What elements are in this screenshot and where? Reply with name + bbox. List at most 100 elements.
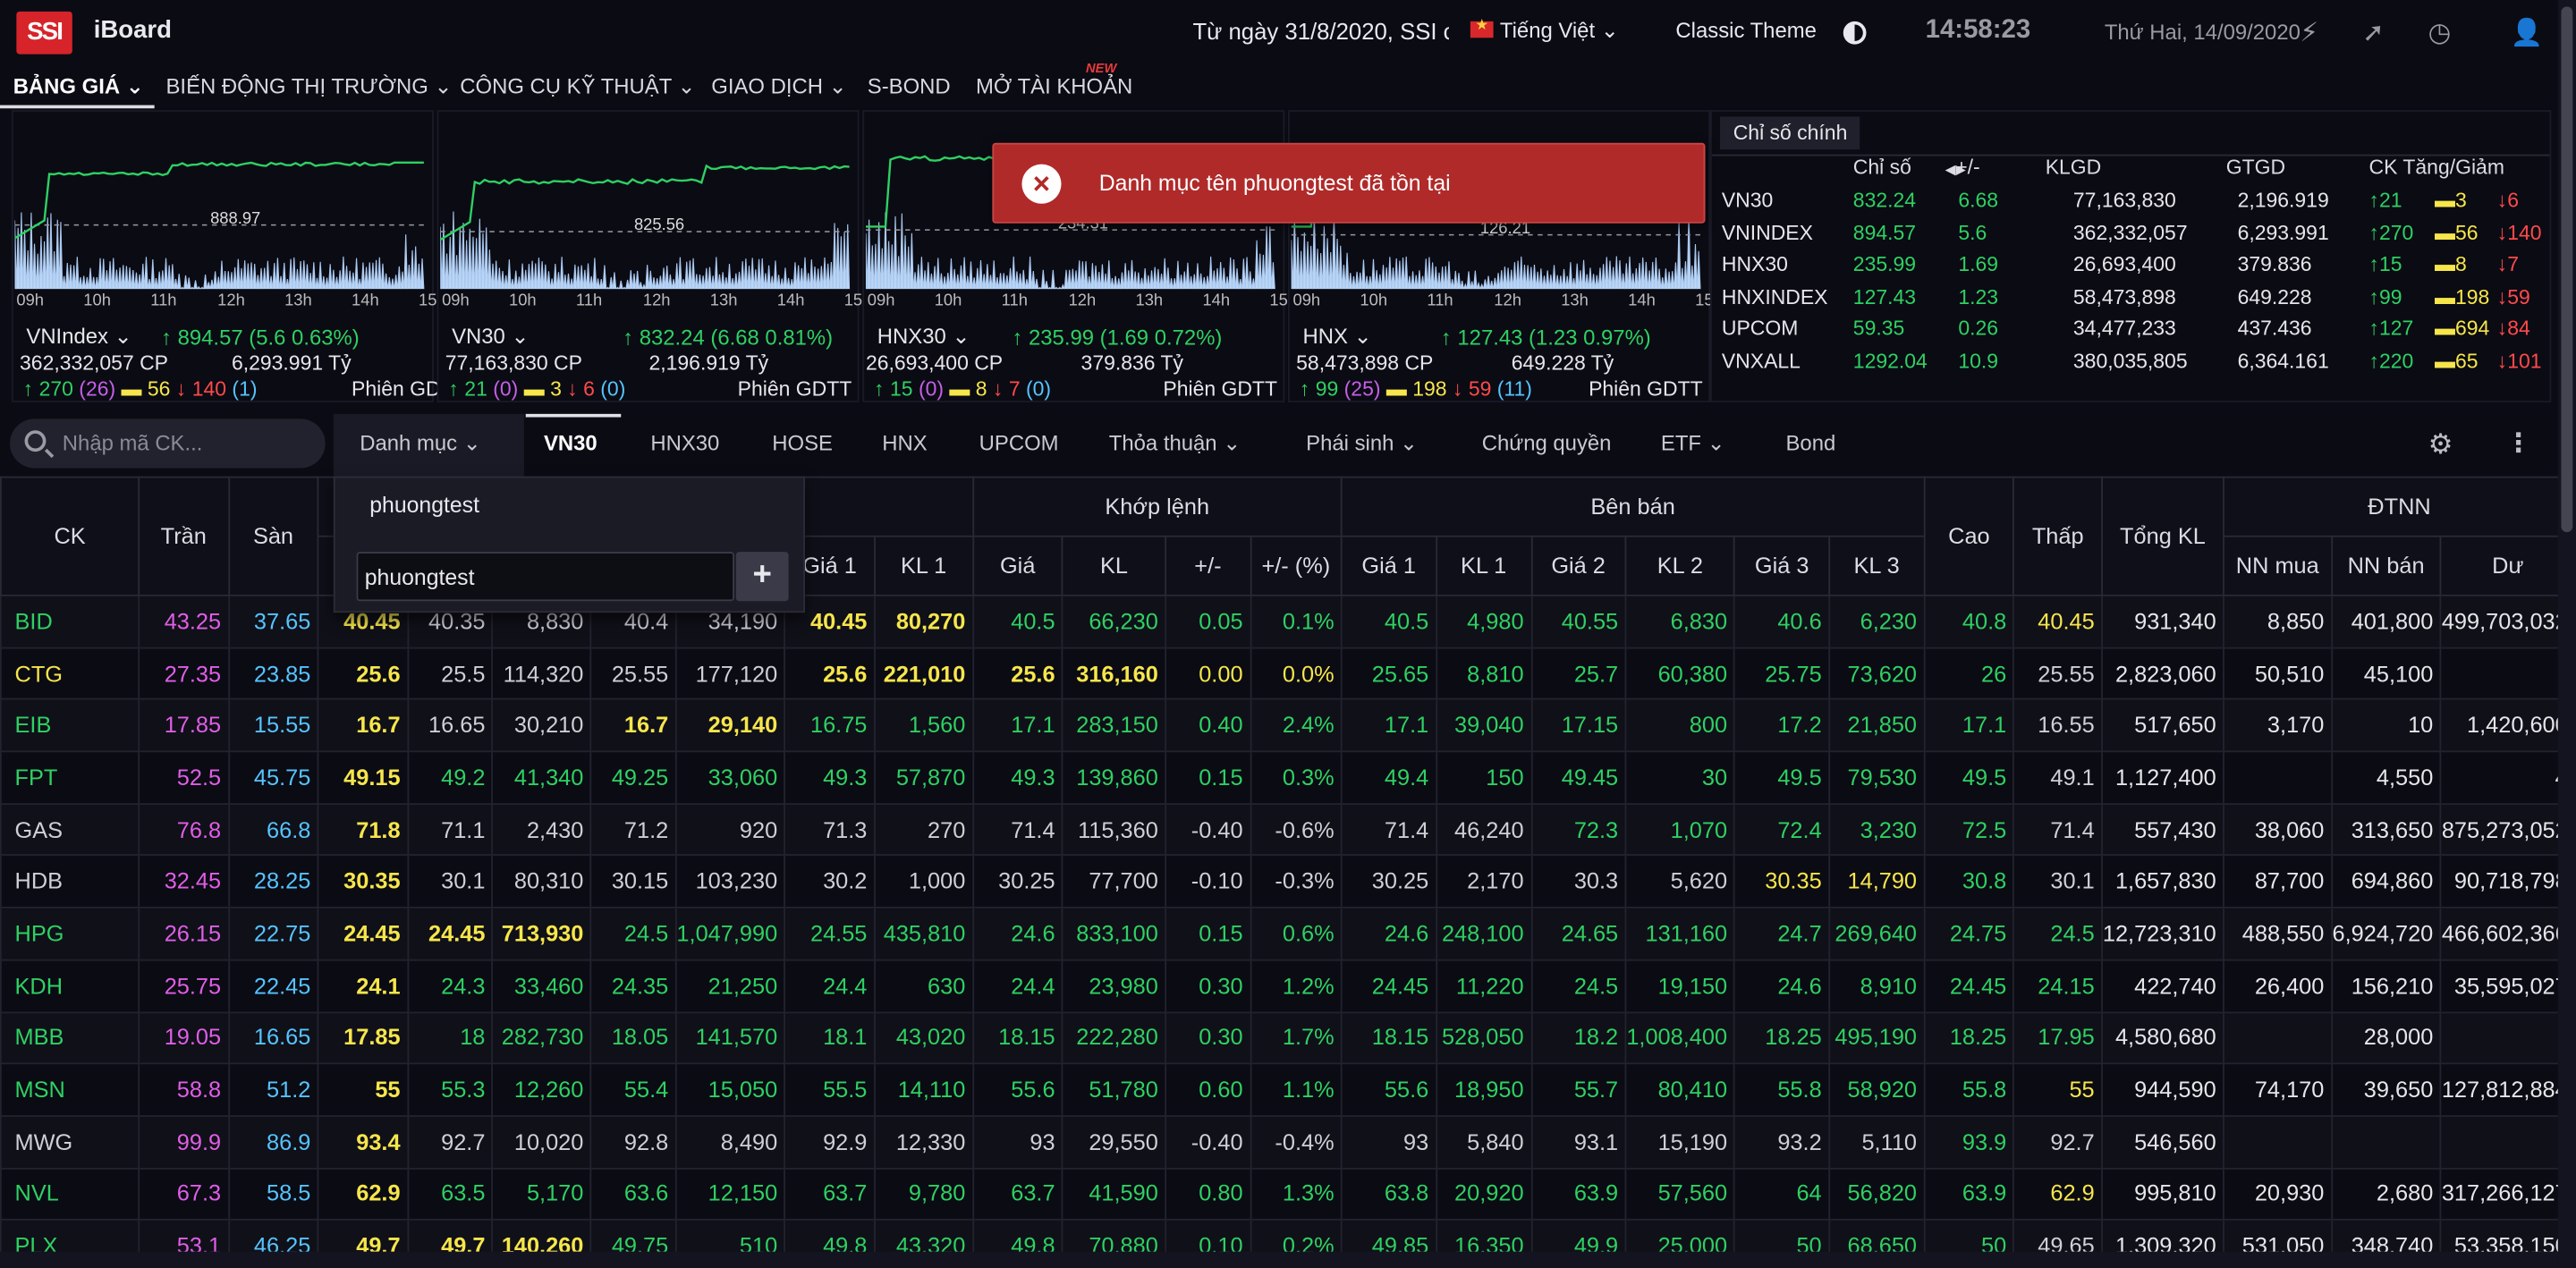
- col-change[interactable]: ◂ +/- ▸: [1945, 156, 1980, 182]
- index-change: ↑ 894.57 (5.6 0.63%): [160, 325, 360, 351]
- time-tick: 13h: [1561, 292, 1589, 311]
- table-cell: 6,230: [1828, 594, 1926, 648]
- tab-danh-muc[interactable]: Danh mục ⌄: [360, 430, 481, 455]
- stock-symbol[interactable]: MWG: [0, 1114, 140, 1169]
- watchlist-name-input[interactable]: [356, 552, 735, 602]
- col-klgd: KLGD: [2045, 156, 2102, 180]
- stock-symbol[interactable]: HDB: [0, 854, 140, 909]
- menu-cong-cu[interactable]: CÔNG CỤ KỸ THUẬT ⌄: [460, 73, 696, 99]
- table-cell: 488,550: [2223, 907, 2333, 961]
- index-row[interactable]: HNXINDEX 127.43 1.23 58,473,898 649.228 ↑ 99 ▬…: [1721, 285, 2530, 309]
- close-circle-icon[interactable]: ×: [1021, 164, 1062, 204]
- table-cell: 1,127,400: [2101, 750, 2224, 805]
- tab-hnx30[interactable]: HNX30: [650, 430, 720, 455]
- index-name[interactable]: VN30 ⌄: [452, 323, 530, 349]
- index-row[interactable]: VNINDEX 894.57 5.6 362,332,057 6,293.991 ↑ 27…: [1721, 221, 2542, 244]
- index-row[interactable]: VN30 832.24 6.68 77,163,830 2,196.919 ↑ 21 ▬ 3…: [1721, 189, 2520, 212]
- stock-symbol[interactable]: MSN: [0, 1062, 140, 1117]
- contrast-toggle-icon[interactable]: [1843, 21, 1867, 45]
- menu-bang-gia[interactable]: BẢNG GIÁ ⌄: [13, 73, 144, 99]
- horizontal-scrollbar[interactable]: [0, 1251, 2558, 1268]
- cursor-icon[interactable]: ➚: [2362, 20, 2385, 48]
- advance-decline: ↑ 21 (0) ▬ 3 ↓ 6 (0) Phiên GDTT: [448, 377, 852, 402]
- table-cell: 92.9: [784, 1114, 876, 1169]
- lightning-icon[interactable]: ⚡: [2300, 20, 2319, 48]
- search-box[interactable]: Nhập mã CK...: [10, 418, 326, 469]
- table-cell: 25.55: [2012, 647, 2103, 701]
- stock-symbol[interactable]: MBB: [0, 1010, 140, 1065]
- theme-label[interactable]: Classic Theme: [1675, 18, 1817, 43]
- index-name[interactable]: HNX30 ⌄: [877, 323, 970, 349]
- table-row[interactable]: HPG 26.15 22.75 24.45 24.45 713,930 24.5 1,047,…: [0, 907, 2576, 961]
- table-cell: 222,280: [1061, 1010, 1167, 1065]
- history-clock-icon[interactable]: ◷: [2428, 20, 2452, 48]
- table-cell: 24.5: [589, 907, 677, 961]
- ssi-logo[interactable]: SSI: [16, 11, 72, 55]
- chart-vnindex[interactable]: 888.97 09h 10h 11h 12h 13h 14h 15h VNIndex ⌄ ↑ 89…: [11, 110, 466, 403]
- tab-upcom[interactable]: UPCOM: [979, 430, 1059, 455]
- time-tick: 11h: [150, 292, 177, 311]
- index-row[interactable]: VNXALL 1292.04 10.9 380,035,805 6,364.161 ↑ 2…: [1721, 350, 2542, 373]
- vietnam-flag-icon: [1470, 16, 1494, 38]
- watchlist-dropdown: phuongtest: [333, 476, 805, 613]
- table-row[interactable]: EIB 17.85 15.55 16.7 16.65 30,210 16.7 29,140 16…: [0, 698, 2576, 753]
- tab-vn30[interactable]: VN30: [543, 430, 597, 455]
- error-toast[interactable]: × Danh mục tên phuongtest đã tồn tại: [992, 142, 1706, 224]
- clock: 14:58:23: [1925, 16, 2031, 45]
- table-row[interactable]: NVL 67.3 58.5 62.9 63.5 5,170 63.6 12,150 63.7 9,…: [0, 1167, 2576, 1222]
- more-vertical-icon[interactable]: ⋮: [2504, 430, 2532, 459]
- table-cell: 15,190: [1624, 1114, 1736, 1169]
- menu-bien-dong[interactable]: BIẾN ĐỘNG THỊ TRƯỜNG ⌄: [165, 73, 453, 99]
- stock-symbol[interactable]: CTG: [0, 647, 140, 701]
- tab-etf[interactable]: ETF ⌄: [1660, 430, 1725, 455]
- index-cell: 5.6: [1958, 221, 1987, 244]
- table-row[interactable]: HDB 32.45 28.25 30.35 30.1 80,310 30.15 103,230…: [0, 854, 2576, 909]
- gear-icon[interactable]: ⚙: [2428, 428, 2453, 461]
- chart-vn30[interactable]: 825.56 09h 10h 11h 12h 13h 14h 15h VN30 ⌄ ↑ 832.2…: [436, 110, 871, 403]
- table-row[interactable]: GAS 76.8 66.8 71.8 71.1 2,430 71.2 920 71.3 270 71…: [0, 802, 2576, 857]
- vertical-scrollbar[interactable]: [2557, 0, 2576, 1268]
- stock-symbol[interactable]: NVL: [0, 1167, 140, 1222]
- tab-bond[interactable]: Bond: [1785, 430, 1836, 455]
- search-input[interactable]: Nhập mã CK...: [62, 430, 203, 455]
- table-row[interactable]: KDH 25.75 22.45 24.1 24.3 33,460 24.35 21,250 24…: [0, 959, 2576, 1013]
- tab-main-indices[interactable]: Chỉ số chính: [1720, 116, 1861, 150]
- col-tran: Trần: [138, 476, 230, 596]
- watchlist-item[interactable]: phuongtest: [369, 493, 479, 518]
- table-cell: 6,924,720: [2330, 907, 2442, 961]
- add-watchlist-button[interactable]: +: [735, 552, 789, 602]
- stock-symbol[interactable]: EIB: [0, 698, 140, 753]
- tab-hose[interactable]: HOSE: [772, 430, 833, 455]
- index-row[interactable]: UPCOM 59.35 0.26 34,477,233 437.436 ↑ 127 ▬ 69…: [1721, 317, 2530, 341]
- table-row[interactable]: MWG 99.9 86.9 93.4 92.7 10,020 92.8 8,490 92.9 12…: [0, 1114, 2576, 1169]
- menu-mo-tai-khoan[interactable]: MỞ TÀI KHOẢN: [975, 73, 1133, 99]
- news-marquee[interactable]: Từ ngày 31/8/2020, SSI c: [1192, 18, 1449, 45]
- table-cell: 40.45: [2012, 594, 2103, 648]
- table-row[interactable]: BID 43.25 37.65 40.45 40.35 8,830 40.4 34,190 40…: [0, 594, 2576, 648]
- table-row[interactable]: MSN 58.8 51.2 55 55.3 12,260 55.4 15,050 55.5 14,…: [0, 1062, 2576, 1117]
- index-row[interactable]: HNX30 235.99 1.69 26,693,400 379.836 ↑ 15 ▬ 8 ↓…: [1721, 253, 2520, 276]
- index-cell: 127.43: [1852, 285, 1917, 309]
- menu-s-bond[interactable]: S-BOND: [867, 73, 951, 99]
- stock-symbol[interactable]: FPT: [0, 750, 140, 805]
- user-icon[interactable]: 👤: [2510, 20, 2544, 48]
- table-cell: 1.3%: [1249, 1167, 1343, 1222]
- table-cell: 24.6: [1340, 907, 1437, 961]
- menu-giao-dich[interactable]: GIAO DỊCH ⌄: [711, 73, 847, 99]
- stock-symbol[interactable]: HPG: [0, 907, 140, 961]
- col-ck: CK: [0, 476, 140, 596]
- tab-thoa-thuan[interactable]: Thỏa thuận ⌄: [1108, 430, 1241, 455]
- stock-symbol[interactable]: BID: [0, 594, 140, 648]
- tab-chung-quyen[interactable]: Chứng quyền: [1481, 430, 1612, 455]
- tab-phai-sinh[interactable]: Phái sinh ⌄: [1306, 430, 1419, 455]
- tab-hnx[interactable]: HNX: [882, 430, 928, 455]
- index-name[interactable]: VNIndex ⌄: [26, 323, 132, 349]
- scroll-thumb[interactable]: [2561, 6, 2573, 533]
- table-row[interactable]: CTG 27.35 23.85 25.6 25.5 114,320 25.55 177,120…: [0, 647, 2576, 701]
- table-row[interactable]: MBB 19.05 16.65 17.85 18 282,730 18.05 141,570 1…: [0, 1010, 2576, 1065]
- language-selector[interactable]: Tiếng Việt ⌄: [1470, 16, 1619, 44]
- stock-symbol[interactable]: KDH: [0, 959, 140, 1013]
- index-name[interactable]: HNX ⌄: [1302, 323, 1372, 349]
- table-row[interactable]: FPT 52.5 45.75 49.15 49.2 41,340 49.25 33,060 49…: [0, 750, 2576, 805]
- stock-symbol[interactable]: GAS: [0, 802, 140, 857]
